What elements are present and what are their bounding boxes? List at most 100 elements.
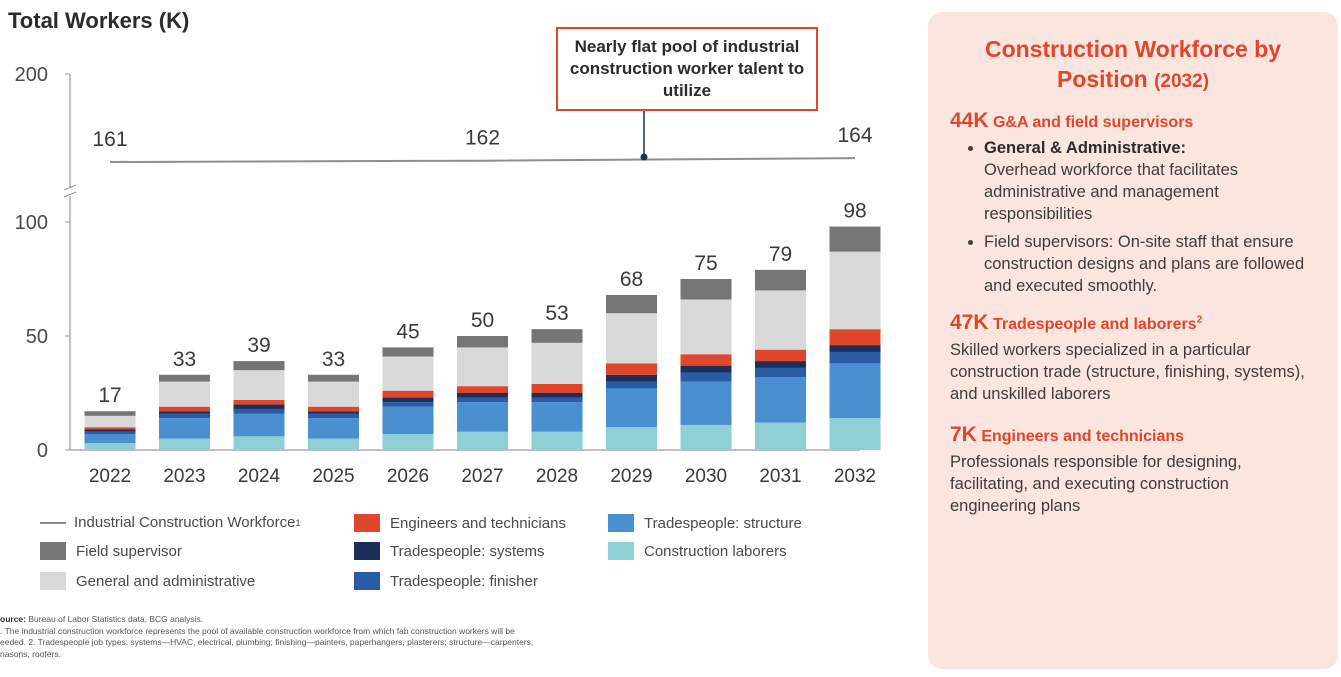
- bar-segment: [829, 363, 881, 419]
- legend-label: Construction laborers: [644, 542, 787, 560]
- bar-segment: [159, 418, 210, 439]
- bar-segment: [382, 406, 434, 435]
- bar-total-label: 33: [322, 348, 345, 371]
- legend-label: Field supervisor: [76, 542, 182, 560]
- legend-swatch: [354, 542, 380, 560]
- trades-text: Skilled workers specialized in a particu…: [950, 341, 1305, 403]
- bar-segment: [829, 345, 881, 352]
- workforce-value-label: 162: [465, 127, 500, 150]
- axis-break-mark: [63, 191, 77, 198]
- bar-segment: [84, 431, 136, 435]
- chart-title: Total Workers (K): [8, 8, 190, 33]
- x-tick-label: 2029: [610, 466, 652, 487]
- bar-segment: [84, 429, 136, 432]
- bar-segment: [233, 370, 285, 400]
- bar-segment: [233, 399, 285, 405]
- footnote-1: . The industrial construction workforce …: [0, 625, 515, 636]
- legend-label: General and administrative: [76, 572, 256, 590]
- bar-segment: [233, 404, 285, 409]
- bar-segment: [84, 415, 136, 428]
- legend-item-field-supervisor: Field supervisor: [40, 542, 182, 560]
- bar-segment: [382, 390, 434, 398]
- bar-total-label: 33: [173, 348, 196, 371]
- bar-segment: [531, 431, 583, 450]
- bar-segment: [606, 388, 657, 428]
- legend-swatch: [354, 514, 380, 532]
- bar-segment: [457, 336, 508, 348]
- legend-label: Tradespeople: finisher: [390, 572, 538, 590]
- bar-segment: [84, 411, 136, 416]
- bar-segment: [755, 361, 806, 368]
- trades-sup: 2: [1196, 314, 1203, 326]
- ga-bullet-admin-text: Overhead workforce that facilitates admi…: [984, 161, 1239, 223]
- footnote-3: nasons, roofers.: [0, 648, 61, 659]
- bar-segment: [531, 383, 583, 393]
- bar-segment: [829, 251, 881, 330]
- bar-segment: [606, 363, 657, 375]
- bar-segment: [755, 349, 806, 362]
- y-tick-label: 0: [37, 440, 48, 462]
- bar-segment: [680, 299, 732, 355]
- bar-segment: [84, 427, 136, 430]
- bar-segment: [680, 354, 732, 366]
- bar-total-label: 68: [620, 268, 643, 291]
- bar-segment: [680, 424, 732, 450]
- bar-segment: [457, 397, 508, 403]
- bar-segment: [829, 418, 881, 450]
- bar-segment: [755, 290, 806, 350]
- bar-segment: [159, 381, 210, 407]
- x-tick-label: 2024: [238, 466, 281, 487]
- bar-segment: [457, 386, 508, 393]
- x-tick-label: 2026: [387, 466, 429, 487]
- x-tick-label: 2030: [685, 466, 727, 487]
- workforce-value-label: 164: [837, 124, 872, 147]
- source-text: Bureau of Labor Statistics data, BCG ana…: [25, 614, 204, 624]
- ga-bullet-admin: General & Administrative: Overhead workfo…: [984, 137, 1316, 225]
- trades-value: 47K: [950, 311, 989, 334]
- y-tick-label: 100: [15, 212, 48, 234]
- bar-segment: [606, 294, 657, 314]
- bar-segment: [308, 374, 359, 382]
- x-tick-label: 2023: [163, 466, 205, 487]
- bar-segment: [531, 402, 583, 432]
- legend-label: Tradespeople: structure: [644, 514, 802, 532]
- ga-heading-text: G&A and field supervisors: [992, 114, 1194, 131]
- panel-title: Construction Workforce by Position (2032…: [950, 34, 1316, 97]
- chart-legend: Industrial Construction Workforce 1 Field…: [40, 512, 880, 602]
- panel-title-line1: Construction Workforce by: [984, 36, 1282, 62]
- legend-label: Tradespeople: systems: [390, 542, 545, 560]
- workforce-position-panel: Construction Workforce by Position (2032…: [928, 12, 1338, 669]
- bar-segment: [606, 427, 657, 450]
- legend-swatch: [40, 542, 66, 560]
- bar-segment: [382, 397, 434, 403]
- bar-segment: [755, 367, 806, 378]
- workforce-value-label: 161: [92, 128, 127, 151]
- bar-segment: [159, 411, 210, 414]
- bar-total-label: 75: [694, 252, 717, 275]
- bar-total-label: 45: [396, 320, 419, 343]
- bar-total-label: 17: [98, 384, 121, 407]
- bar-segment: [457, 402, 508, 432]
- bar-segment: [531, 329, 583, 343]
- legend-label: Engineers and technicians: [390, 514, 566, 532]
- bar-segment: [159, 438, 210, 450]
- bar-segment: [382, 402, 434, 407]
- legend-item-engineers: Engineers and technicians: [354, 514, 566, 532]
- ga-bullet-field: Field supervisors: On-site staff that en…: [984, 231, 1316, 297]
- legend-line-swatch: [40, 521, 66, 524]
- x-tick-label: 2028: [536, 466, 578, 487]
- legend-item-systems: Tradespeople: systems: [354, 542, 545, 560]
- bar-segment: [829, 329, 881, 346]
- bar-segment: [829, 351, 881, 364]
- bar-segment: [233, 436, 285, 450]
- section-eng-heading: 7K Engineers and technicians: [950, 423, 1316, 447]
- panel-title-year: (2032): [1154, 71, 1210, 92]
- bar-segment: [233, 408, 285, 414]
- bar-segment: [606, 381, 657, 389]
- trades-heading-text: Tradespeople and laborers: [992, 316, 1197, 333]
- stacked-bar-chart: 0 50 100 200 17 2022 33 2023 39 2024 33 2025 45 2026 5…: [15, 64, 881, 487]
- x-tick-label: 2032: [834, 466, 876, 487]
- legend-label: Industrial Construction Workforce: [74, 514, 296, 531]
- bar-segment: [755, 269, 806, 291]
- callout-box: Nearly flat pool of industrial construct…: [556, 27, 818, 111]
